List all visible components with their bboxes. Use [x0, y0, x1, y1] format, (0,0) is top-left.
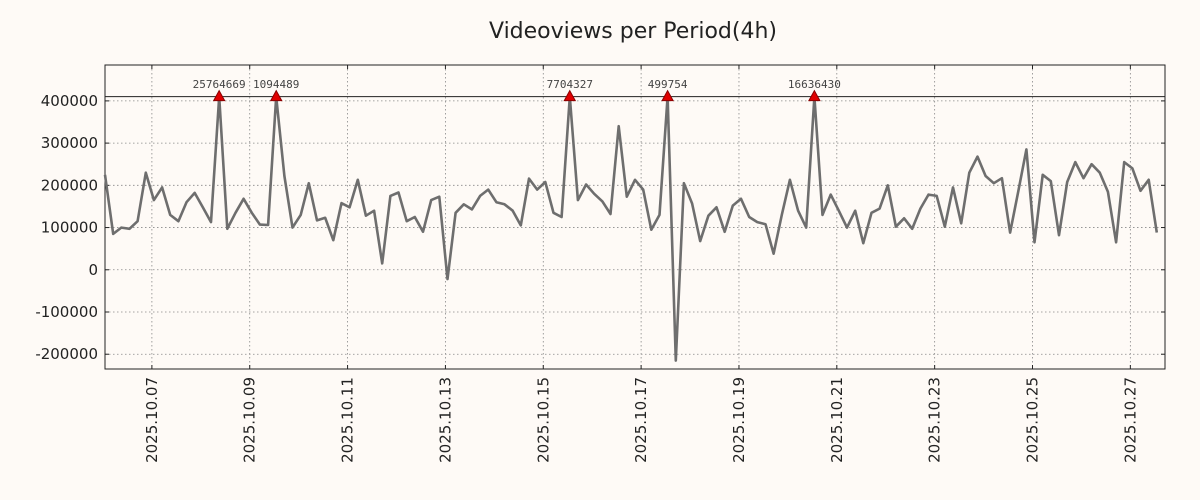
chart-title: Videoviews per Period(4h)	[489, 19, 777, 44]
y-tick-label: -100000	[35, 303, 98, 321]
x-tick-label: 2025.10.25	[1024, 377, 1042, 463]
x-axis: 2025.10.07 2025.10.09 2025.10.11 2025.10.13…	[143, 65, 1139, 463]
y-tick-label: 0	[88, 261, 98, 279]
x-tick-label: 2025.10.09	[241, 377, 259, 463]
peak-marker	[212, 89, 226, 102]
x-tick-label: 2025.10.17	[632, 377, 650, 463]
plot-area	[104, 64, 1166, 370]
peak-label: 1094489	[253, 78, 299, 91]
grid	[105, 65, 1165, 369]
x-tick-label: 2025.10.07	[143, 377, 161, 463]
peak-marker	[563, 89, 577, 102]
peak-label: 16636430	[788, 78, 841, 91]
x-tick-label: 2025.10.21	[828, 377, 846, 463]
peak-marker	[269, 89, 283, 102]
peak-label: 25764669	[193, 78, 246, 91]
x-tick-label: 2025.10.15	[534, 377, 552, 463]
x-tick-label: 2025.10.13	[436, 377, 454, 463]
x-tick-label: 2025.10.19	[730, 377, 748, 463]
y-tick-label: 300000	[41, 134, 98, 152]
peak-marker	[661, 89, 674, 102]
y-tick-label: -200000	[35, 345, 98, 363]
y-tick-label: 200000	[41, 176, 98, 194]
x-tick-label: 2025.10.11	[339, 377, 357, 463]
peak-markers: 25764669 1094489 7704327 499754 16636430	[193, 78, 841, 102]
peak-label: 499754	[648, 78, 688, 91]
y-tick-label: 100000	[41, 219, 98, 237]
y-axis: 400000 300000 200000 100000 0 -100000 -200000	[35, 92, 1165, 363]
peak-label: 7704327	[547, 78, 593, 91]
x-tick-label: 2025.10.27	[1121, 377, 1139, 463]
peak-marker	[808, 89, 821, 102]
series-line-videoviews	[103, 95, 1159, 362]
y-tick-label: 400000	[41, 92, 98, 110]
x-tick-label: 2025.10.23	[926, 377, 944, 463]
